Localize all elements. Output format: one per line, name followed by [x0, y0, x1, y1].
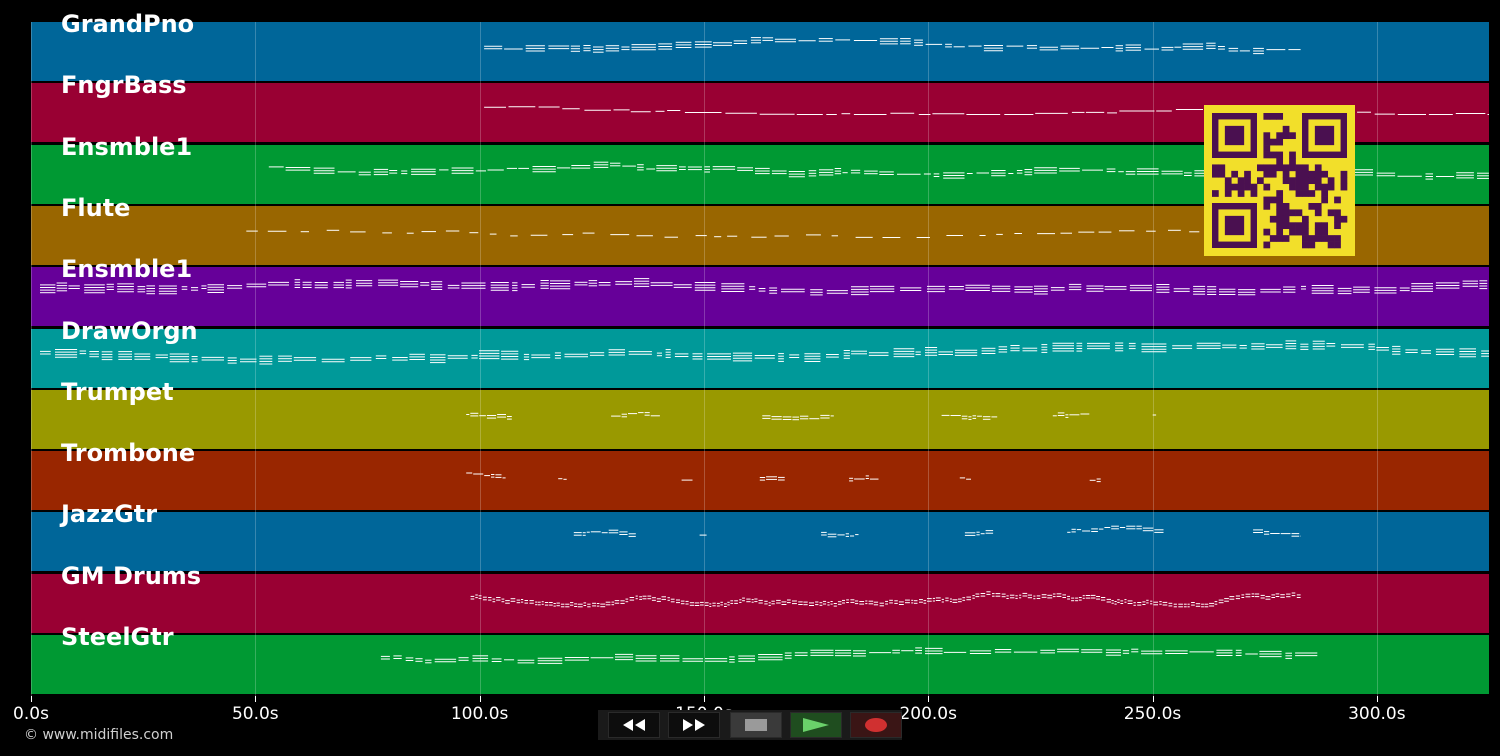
note-strip: [466, 472, 1101, 483]
stop-button[interactable]: [730, 712, 782, 738]
tick-mark: [1376, 696, 1378, 702]
tick-label: 250.0s: [1123, 704, 1182, 724]
tick-mark: [703, 696, 705, 702]
play-icon: [803, 718, 829, 732]
rewind-button[interactable]: [608, 712, 660, 738]
tick-label: 50.0s: [231, 704, 279, 724]
track-row[interactable]: Ensmble1: [31, 255, 1489, 327]
transport-controls: [598, 710, 902, 740]
note-strip: [484, 37, 1301, 55]
tick-mark: [1152, 696, 1154, 702]
fast-forward-button[interactable]: [668, 712, 720, 738]
track-row[interactable]: GrandPno: [31, 10, 1489, 81]
track-row[interactable]: SteelGtr: [31, 623, 1489, 694]
track-label: FngrBass: [61, 71, 187, 100]
track-label: DrawOrgn: [61, 316, 198, 345]
tick-mark: [255, 696, 257, 702]
fast-forward-icon: [683, 719, 705, 731]
stop-icon: [745, 719, 767, 731]
track-label: Ensmble1: [61, 255, 193, 284]
rewind-icon: [623, 719, 645, 731]
track-area: GrandPno FngrBass Ensmble1 Flute Ensmble1 Dra…: [31, 10, 1489, 696]
note-strip: [246, 229, 1234, 238]
copyright-text: © www.midifiles.com: [24, 727, 174, 743]
note-strip: [380, 647, 1318, 664]
tick-mark: [31, 696, 32, 702]
record-icon: [865, 718, 887, 732]
track-row[interactable]: GM Drums: [31, 562, 1489, 633]
tick-label: 100.0s: [450, 704, 509, 724]
track-label: Ensmble1: [61, 132, 193, 161]
track-label: GrandPno: [61, 10, 195, 38]
tick-label: 200.0s: [899, 704, 957, 724]
tick-label: 0.0s: [13, 704, 49, 724]
track-row[interactable]: Trumpet: [31, 378, 1489, 449]
note-strip: [573, 526, 1301, 538]
track-row[interactable]: JazzGtr: [31, 500, 1489, 572]
tick-mark: [479, 696, 481, 702]
track-label: Trombone: [61, 439, 196, 468]
track-row[interactable]: DrawOrgn: [31, 317, 1489, 388]
record-button[interactable]: [850, 712, 902, 738]
note-strip: [470, 590, 1301, 607]
track-label: GM Drums: [61, 561, 202, 590]
note-strip: [466, 411, 1157, 420]
track-label: Flute: [61, 193, 131, 222]
tick-label: 300.0s: [1348, 704, 1406, 724]
qr-code: [1204, 105, 1355, 256]
track-label: Trumpet: [61, 377, 174, 406]
tick-mark: [928, 696, 930, 702]
note-strip: [40, 339, 1489, 364]
track-row[interactable]: Trombone: [31, 439, 1489, 511]
note-strip: [268, 161, 1489, 180]
play-button[interactable]: [790, 712, 842, 738]
track-label: SteelGtr: [61, 623, 174, 651]
track-label: JazzGtr: [61, 500, 158, 529]
note-strip: [40, 278, 1488, 296]
